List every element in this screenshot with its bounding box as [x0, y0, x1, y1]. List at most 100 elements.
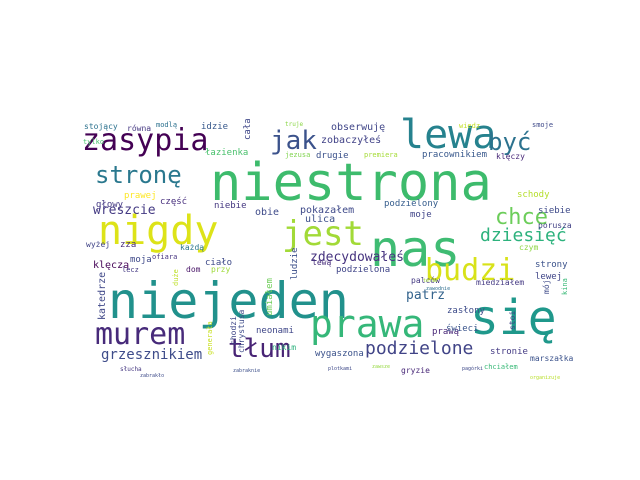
cloud-word: siebie [538, 206, 571, 216]
cloud-word: prawa [310, 302, 424, 346]
cloud-word: ofiara [152, 253, 177, 261]
cloud-word: pokazałem [300, 205, 354, 216]
cloud-word: ulica [305, 214, 335, 225]
cloud-word: klęczą [93, 260, 129, 271]
cloud-word: organizuje [530, 375, 560, 381]
cloud-word: moja [130, 255, 152, 265]
cloud-word: generała [206, 321, 214, 355]
cloud-word: chce [495, 205, 548, 230]
cloud-word: schody [517, 190, 550, 200]
cloud-word: cała [243, 118, 253, 140]
cloud-word: każdą [180, 243, 204, 252]
cloud-word: miedziałem [476, 278, 524, 287]
cloud-word: stronę [95, 161, 182, 189]
cloud-word: prawej [124, 191, 157, 201]
cloud-word: duże [172, 269, 180, 286]
cloud-word: zasłony [447, 306, 486, 316]
cloud-word: się [470, 290, 557, 346]
cloud-word: smoje [532, 121, 553, 129]
cloud-word: przy [211, 265, 230, 274]
cloud-word: lewa [400, 112, 496, 158]
cloud-word: lewą [312, 258, 331, 267]
cloud-word: lewej [535, 272, 562, 282]
cloud-word: jest [282, 214, 364, 254]
cloud-word: niejeden [108, 272, 349, 330]
cloud-word: klęczy [496, 152, 525, 161]
cloud-word: neonami [256, 326, 294, 336]
cloud-word: umiałem [265, 278, 275, 316]
cloud-word: chodzi [229, 316, 238, 345]
cloud-word: głowy [96, 200, 124, 210]
cloud-word: stoi [508, 311, 517, 330]
cloud-word: być [488, 128, 531, 156]
cloud-word: obie [255, 207, 279, 218]
cloud-word: kina [561, 278, 569, 295]
cloud-word: modlą [156, 121, 177, 129]
cloud-word: plotkami [328, 366, 352, 372]
cloud-word: premiera [364, 151, 398, 159]
cloud-word: jak [270, 126, 317, 156]
cloud-word: pagórki [462, 365, 483, 372]
cloud-word: zabrakło [140, 373, 164, 379]
cloud-word: podzielone [365, 338, 473, 359]
cloud-word: marszałka [530, 354, 574, 363]
cloud-word: murem [95, 317, 185, 352]
cloud-word: słucha [120, 366, 142, 373]
cloud-word: porusza [538, 221, 572, 230]
cloud-word: czym [519, 243, 538, 252]
cloud-word: niebie [214, 201, 247, 211]
cloud-word: mój [541, 280, 551, 294]
cloud-word: ciało [205, 258, 232, 268]
cloud-word: nikim [272, 343, 296, 352]
cloud-word: pracownikiem [422, 150, 487, 160]
cloud-word: truje [285, 121, 303, 128]
cloud-word: wreszcie [93, 203, 156, 218]
cloud-word: zawodnie [426, 286, 450, 292]
cloud-word: część [160, 196, 187, 207]
cloud-word: zdecydowałeś [310, 250, 404, 265]
cloud-word: równa [127, 123, 151, 133]
cloud-word: zobaczyłeś [321, 134, 381, 146]
cloud-word: podzielony [384, 199, 439, 209]
cloud-word: lecz [122, 266, 139, 274]
cloud-word: stronie [490, 347, 528, 357]
cloud-word: zza [120, 240, 136, 250]
word-cloud-words: niestrona nas niejeden się nigdy prawa lewa zas… [82, 112, 574, 381]
cloud-word: ludzie [290, 247, 300, 280]
cloud-word: teraz [423, 278, 438, 284]
cloud-word: zasypia [82, 123, 208, 158]
cloud-word: wyżej [86, 240, 110, 249]
cloud-word: świeci [446, 323, 479, 334]
cloud-word: strony [535, 260, 568, 270]
cloud-word: nas [370, 220, 460, 278]
cloud-word: tylko [83, 138, 104, 146]
cloud-word: budzi [425, 253, 515, 288]
cloud-word: dziesięć [480, 225, 567, 246]
cloud-word: łazienka [205, 148, 248, 158]
cloud-word: dom [186, 265, 201, 274]
cloud-word: niestrona [210, 153, 492, 213]
cloud-word: stojący [84, 122, 118, 131]
cloud-word: zawsze [372, 364, 390, 370]
cloud-word: drugie [316, 151, 349, 161]
cloud-word: zabraknie [233, 368, 260, 374]
cloud-word: chciałem [484, 363, 518, 371]
cloud-word: wygaszona [315, 349, 364, 359]
cloud-word: prawą [432, 327, 459, 337]
cloud-word: chrystusa [237, 309, 246, 353]
cloud-word: gryzie [401, 366, 430, 375]
cloud-word: katedrze [97, 272, 108, 320]
cloud-word: wiedz [459, 122, 480, 130]
cloud-word: grzesznikiem [101, 347, 202, 363]
cloud-word: idzie [201, 122, 228, 132]
cloud-word: tłum [228, 334, 291, 364]
cloud-word: podzielona [336, 265, 390, 275]
cloud-word: nigdy [98, 208, 218, 254]
cloud-word: obserwuję [331, 122, 385, 133]
cloud-word: patrz [406, 288, 445, 303]
cloud-word: jezusa [285, 151, 310, 159]
cloud-word: moje [410, 210, 432, 220]
cloud-word: palców [411, 275, 440, 285]
